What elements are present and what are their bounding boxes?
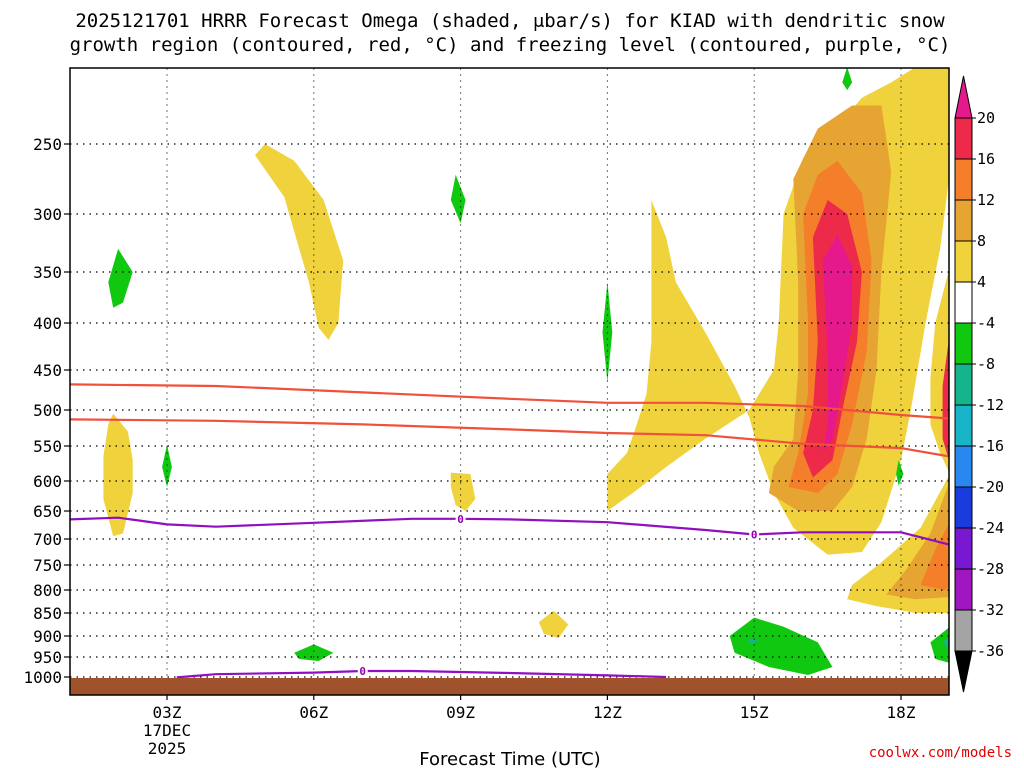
x-tick-date: 17DEC xyxy=(143,721,191,740)
colorbar-label-8: -16 xyxy=(977,437,1004,455)
colorbar-swatch-4 xyxy=(954,281,973,324)
colorbar-label-9: -20 xyxy=(977,478,1004,496)
x-tick-label-3: 03Z xyxy=(153,703,182,722)
plot-frame xyxy=(69,67,950,696)
colorbar-swatch-11 xyxy=(954,568,973,611)
grid-layer xyxy=(70,68,949,695)
colorbar-swatch-12 xyxy=(954,609,973,652)
omega-region-24 xyxy=(942,636,949,650)
y-tick-label-500: 500 xyxy=(33,401,62,420)
colorbar-swatch-3 xyxy=(954,240,973,283)
contour-line-2 xyxy=(70,516,949,546)
colorbar-label-12: -32 xyxy=(977,601,1004,619)
colorbar: 20 16 12 8 4 -4 -8 -12 -16 -20 -24 -28 -32 -36 xyxy=(954,75,1004,693)
contour-line-1 xyxy=(70,418,949,458)
y-tick-label-600: 600 xyxy=(33,472,62,491)
omega-region-11 xyxy=(822,234,853,453)
y-tick-label-550: 550 xyxy=(33,437,62,456)
omega-region-20 xyxy=(729,617,833,675)
x-tick-label-15: 15Z xyxy=(740,703,769,722)
y-tick-label-300: 300 xyxy=(33,205,62,224)
colorbar-label-0: 20 xyxy=(977,109,995,127)
contour-line-0 xyxy=(70,383,949,420)
colorbar-label-13: -36 xyxy=(977,642,1004,660)
freezing-label-bg-1 xyxy=(455,511,466,526)
x-tick-label-9: 09Z xyxy=(446,703,475,722)
colorbar-label-1: 16 xyxy=(977,150,995,168)
colorbar-swatch-6 xyxy=(954,363,973,406)
colorbar-swatch-7 xyxy=(954,404,973,447)
omega-region-21 xyxy=(896,460,904,486)
colorbar-swatch-2 xyxy=(954,199,973,242)
colorbar-swatch-0 xyxy=(954,117,973,160)
y-tick-label-350: 350 xyxy=(33,263,62,282)
colorbar-label-4: 4 xyxy=(977,273,986,291)
colorbar-swatch-1 xyxy=(954,158,973,201)
freezing-label-2: 0 xyxy=(751,529,758,542)
omega-region-23 xyxy=(746,638,760,644)
contour-lines-layer: 0 0 0 xyxy=(70,383,949,679)
y-tick-label-900: 900 xyxy=(33,627,62,646)
colorbar-swatch-5 xyxy=(954,322,973,365)
freezing-label-bg-0 xyxy=(357,664,368,678)
pressure-axis: 250 300 350 400 450 500 550 600 650 700 750 800 850 9… xyxy=(23,135,70,687)
colorbar-swatch-10 xyxy=(954,527,973,570)
omega-region-2 xyxy=(450,472,476,511)
chart-title-line-2: growth region (contoured, red, °C) and f… xyxy=(70,34,951,56)
credit-text: coolwx.com/models xyxy=(869,745,1012,761)
x-axis-label: Forecast Time (UTC) xyxy=(419,749,600,768)
omega-region-0 xyxy=(255,144,344,340)
y-tick-label-700: 700 xyxy=(33,530,62,549)
colorbar-label-11: -28 xyxy=(977,560,1004,578)
omega-region-9 xyxy=(920,523,949,590)
omega-region-1 xyxy=(103,413,133,537)
ground-terrain-band xyxy=(70,678,949,695)
contour-line-3 xyxy=(176,669,667,679)
colorbar-label-7: -12 xyxy=(977,396,1004,414)
freezing-label-bg-2 xyxy=(749,527,760,542)
y-tick-label-950: 950 xyxy=(33,648,62,667)
y-tick-label-400: 400 xyxy=(33,314,62,333)
colorbar-label-6: -8 xyxy=(977,355,995,373)
freezing-label-1: 0 xyxy=(457,513,464,526)
omega-region-22 xyxy=(930,627,949,663)
plot-area: 0 0 0 xyxy=(69,67,950,696)
x-tick-label-6: 06Z xyxy=(299,703,328,722)
x-tick-label-12: 12Z xyxy=(593,703,622,722)
y-tick-label-650: 650 xyxy=(33,502,62,521)
omega-region-13 xyxy=(942,339,949,461)
colorbar-swatch-8 xyxy=(954,445,973,488)
y-tick-label-450: 450 xyxy=(33,361,62,380)
omega-region-3 xyxy=(538,610,569,639)
colorbar-swatch-9 xyxy=(954,486,973,529)
colorbar-label-3: 8 xyxy=(977,232,986,250)
colorbar-label-10: -24 xyxy=(977,519,1004,537)
y-tick-label-250: 250 xyxy=(33,135,62,154)
colorbar-label-2: 12 xyxy=(977,191,995,209)
y-tick-label-800: 800 xyxy=(33,581,62,600)
omega-region-18 xyxy=(842,68,853,91)
chart-title-line-1: 2025121701 HRRR Forecast Omega (shaded, … xyxy=(75,10,945,32)
freezing-label-0: 0 xyxy=(359,665,366,678)
omega-region-16 xyxy=(450,174,466,224)
y-tick-label-750: 750 xyxy=(33,556,62,575)
colorbar-bottom-arrow xyxy=(954,650,973,693)
x-tick-year: 2025 xyxy=(148,739,187,758)
x-tick-label-18: 18Z xyxy=(887,703,916,722)
y-tick-label-1000: 1000 xyxy=(23,668,62,687)
colorbar-label-5: -4 xyxy=(977,314,995,332)
y-tick-label-850: 850 xyxy=(33,604,62,623)
colorbar-top-arrow xyxy=(954,75,973,119)
omega-region-14 xyxy=(108,248,133,308)
